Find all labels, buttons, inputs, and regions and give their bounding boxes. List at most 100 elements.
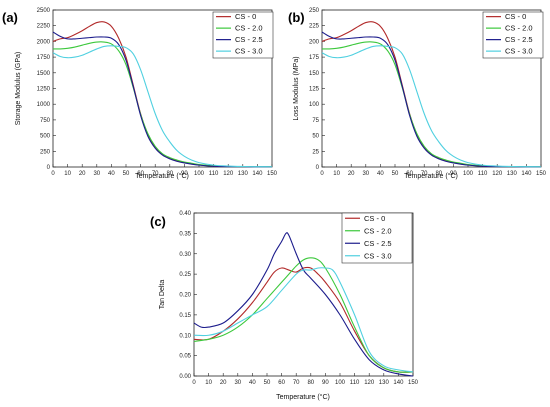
legend-label-2: CS - 2.5 (364, 239, 392, 248)
x-tick-label: 10 (64, 171, 71, 177)
y-tick-label: 0.35 (179, 231, 191, 237)
y-tick-label: 175 (309, 55, 320, 61)
x-tick-label: 120 (492, 171, 503, 177)
x-tick-label: 140 (252, 171, 263, 177)
x-tick-label: 110 (350, 380, 360, 386)
x-tick-label: 40 (249, 380, 256, 386)
x-tick-label: 0 (320, 171, 324, 177)
y-axis-label: Tan Delta (159, 280, 166, 310)
y-tick-label: 250 (40, 149, 51, 155)
y-tick-label: 750 (40, 118, 51, 124)
legend-label-0: CS - 0 (364, 214, 385, 223)
x-tick-label: 30 (362, 171, 369, 177)
y-tick-label: 225 (309, 24, 320, 30)
y-tick-label: 0.05 (179, 354, 191, 360)
x-tick-label: 120 (364, 380, 375, 386)
series-line-1 (52, 41, 273, 168)
x-tick-label: 90 (181, 171, 188, 177)
x-tick-label: 50 (123, 171, 130, 177)
y-tick-label: 0.10 (179, 333, 191, 339)
series-line-2 (321, 31, 542, 168)
y-tick-label: 125 (309, 87, 320, 93)
series-line-2 (52, 31, 273, 168)
y-tick-label: 50 (312, 134, 319, 140)
x-tick-label: 100 (463, 171, 474, 177)
series-line-3 (52, 45, 273, 168)
y-tick-label: 100 (309, 102, 320, 108)
y-tick-label: 0.40 (179, 211, 191, 217)
y-tick-label: 25 (312, 149, 319, 155)
y-tick-label: 250 (309, 8, 320, 14)
legend-label-1: CS - 2.0 (505, 24, 533, 33)
y-axis-label: Storage Modulus (GPa) (15, 52, 22, 126)
x-tick-label: 80 (166, 171, 173, 177)
x-tick-label: 110 (209, 171, 219, 177)
x-tick-label: 60 (406, 171, 413, 177)
y-tick-label: 0.30 (179, 252, 191, 258)
legend-label-1: CS - 2.0 (235, 24, 263, 33)
x-tick-label: 10 (205, 380, 212, 386)
x-tick-label: 150 (267, 171, 278, 177)
legend-box (212, 11, 274, 59)
x-tick-label: 150 (536, 171, 547, 177)
series-line-3 (321, 45, 542, 168)
legend: CS - 0 CS - 2.0 CS - 2.5 CS - 3.0 (341, 212, 413, 264)
y-tick-label: 1250 (37, 87, 51, 93)
series-line-0 (193, 266, 414, 373)
series-line-1 (193, 257, 414, 373)
x-tick-label: 130 (507, 171, 518, 177)
y-tick-label: 1000 (37, 102, 51, 108)
x-tick-label: 30 (93, 171, 100, 177)
x-tick-label: 70 (421, 171, 428, 177)
x-tick-label: 50 (392, 171, 399, 177)
legend-label-1: CS - 2.0 (364, 226, 392, 235)
x-axis-label: Temperature (°C) (276, 393, 330, 401)
legend: CS - 0 CS - 2.0 CS - 2.5 CS - 3.0 (482, 11, 544, 59)
legend-label-3: CS - 3.0 (235, 47, 263, 56)
x-tick-label: 0 (192, 380, 196, 386)
y-tick-label: 2250 (37, 24, 51, 30)
series-line-1 (321, 41, 542, 168)
x-tick-label: 40 (377, 171, 384, 177)
y-tick-label: 1500 (37, 71, 51, 77)
y-tick-label: 0.15 (179, 313, 191, 319)
x-tick-label: 30 (234, 380, 241, 386)
x-axis-label: Temperature (°C) (404, 172, 458, 180)
x-tick-label: 140 (393, 380, 404, 386)
y-tick-label: 2000 (37, 39, 51, 45)
chart-panel-2: (c) 0 10 20 30 40 50 60 70 80 90 100 110 120 130 140 150… (150, 211, 419, 401)
panel-label: (b) (288, 10, 305, 25)
x-tick-label: 90 (322, 380, 329, 386)
series-line-2 (193, 232, 414, 377)
x-tick-label: 20 (79, 171, 86, 177)
y-tick-label: 2500 (37, 8, 51, 14)
x-tick-label: 90 (450, 171, 457, 177)
legend-label-0: CS - 0 (505, 12, 526, 21)
y-tick-label: 75 (312, 118, 319, 124)
legend-label-3: CS - 3.0 (505, 47, 533, 56)
y-tick-label: 0 (316, 165, 320, 171)
x-tick-label: 130 (379, 380, 390, 386)
x-tick-label: 110 (478, 171, 488, 177)
x-tick-label: 0 (51, 171, 55, 177)
x-tick-label: 130 (238, 171, 249, 177)
series-line-3 (193, 267, 414, 373)
x-tick-label: 60 (278, 380, 285, 386)
x-axis-label: Temperature (°C) (135, 172, 189, 180)
x-tick-label: 10 (333, 171, 340, 177)
chart-panel-1: (b) 0 10 20 30 40 50 60 70 80 90 100 110 120 130 140 150… (288, 8, 547, 180)
y-tick-label: 200 (309, 39, 320, 45)
legend-label-0: CS - 0 (235, 12, 256, 21)
x-tick-label: 140 (521, 171, 532, 177)
x-tick-label: 20 (220, 380, 227, 386)
legend-box (341, 212, 413, 264)
x-tick-label: 60 (137, 171, 144, 177)
legend-label-2: CS - 2.5 (505, 35, 533, 44)
x-tick-label: 100 (194, 171, 205, 177)
y-tick-label: 150 (309, 71, 320, 77)
x-tick-label: 100 (335, 380, 346, 386)
y-tick-label: 500 (40, 134, 51, 140)
x-tick-label: 150 (408, 380, 419, 386)
x-tick-label: 40 (108, 171, 115, 177)
